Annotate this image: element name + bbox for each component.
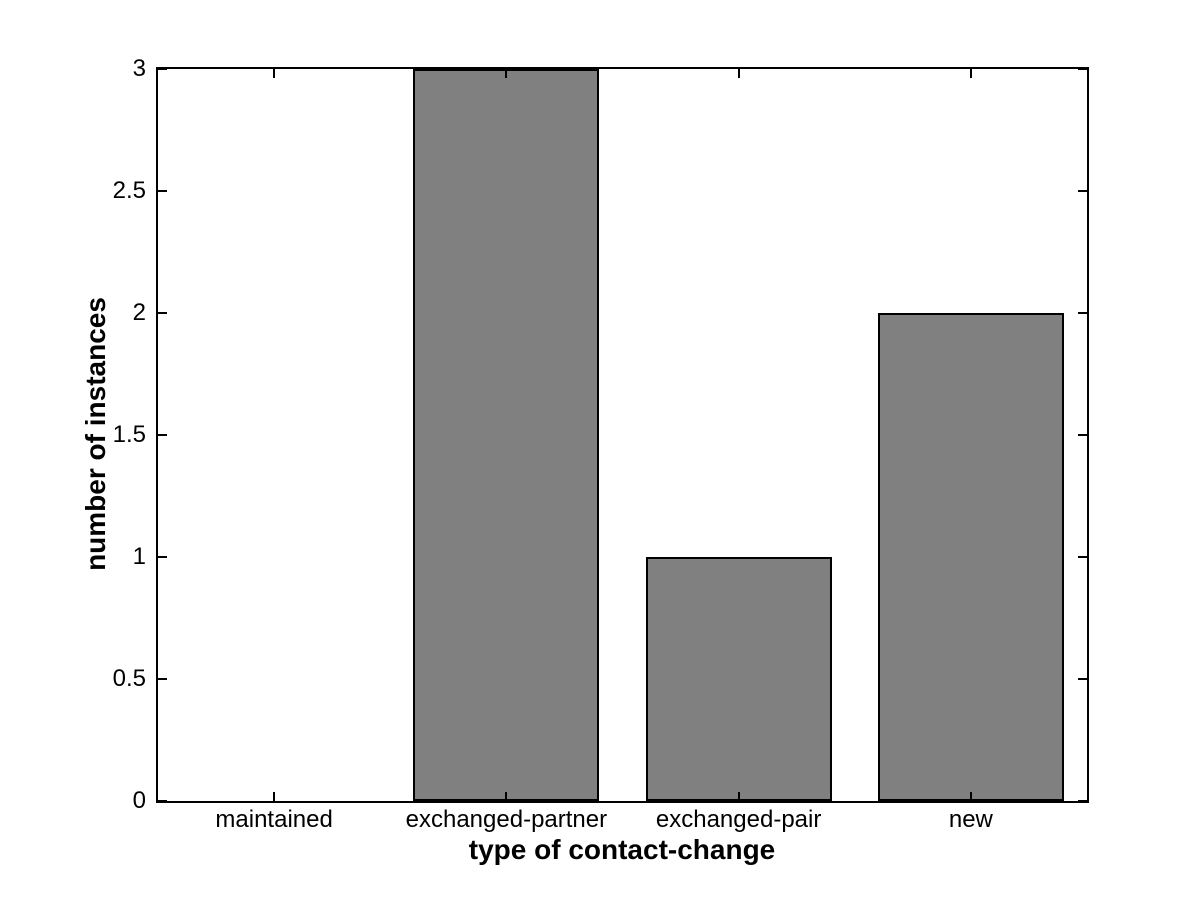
y-tick-left bbox=[158, 312, 167, 314]
x-tick-label: maintained bbox=[215, 806, 333, 833]
y-tick-left bbox=[158, 434, 167, 436]
y-tick-right bbox=[1078, 190, 1087, 192]
y-tick-label: 0.5 bbox=[112, 665, 146, 692]
y-tick-label: 2.5 bbox=[112, 177, 146, 204]
y-tick-right bbox=[1078, 678, 1087, 680]
x-tick-bottom bbox=[505, 792, 508, 801]
bar-exchanged-pair bbox=[645, 557, 832, 801]
x-tick-top bbox=[273, 69, 276, 78]
y-tick-left bbox=[158, 800, 167, 802]
y-tick-right bbox=[1078, 556, 1087, 558]
x-tick-label: new bbox=[948, 806, 993, 833]
y-tick-label: 2 bbox=[132, 299, 146, 326]
y-tick-right bbox=[1078, 434, 1087, 436]
x-tick-bottom bbox=[737, 792, 740, 801]
y-tick-left bbox=[158, 678, 167, 680]
y-tick-label: 1.5 bbox=[112, 421, 146, 448]
x-tick-label: exchanged-partner bbox=[405, 806, 608, 833]
x-tick-bottom bbox=[969, 792, 972, 801]
y-tick-left bbox=[158, 556, 167, 558]
y-tick-label: 0 bbox=[132, 787, 146, 814]
y-tick-right bbox=[1078, 68, 1087, 70]
x-tick-top bbox=[505, 69, 508, 78]
bar-exchanged-partner bbox=[413, 69, 600, 801]
y-tick-left bbox=[158, 68, 167, 70]
y-tick-right bbox=[1078, 800, 1087, 802]
x-tick-top bbox=[737, 69, 740, 78]
x-tick-bottom bbox=[273, 792, 276, 801]
y-tick-label: 3 bbox=[132, 55, 146, 82]
x-tick-top bbox=[969, 69, 972, 78]
x-axis-label: type of contact-change bbox=[468, 834, 776, 865]
y-tick-right bbox=[1078, 312, 1087, 314]
bar-new bbox=[877, 313, 1064, 801]
y-tick-left bbox=[158, 190, 167, 192]
y-tick-label: 1 bbox=[132, 543, 146, 570]
x-tick-label: exchanged-pair bbox=[655, 806, 822, 833]
